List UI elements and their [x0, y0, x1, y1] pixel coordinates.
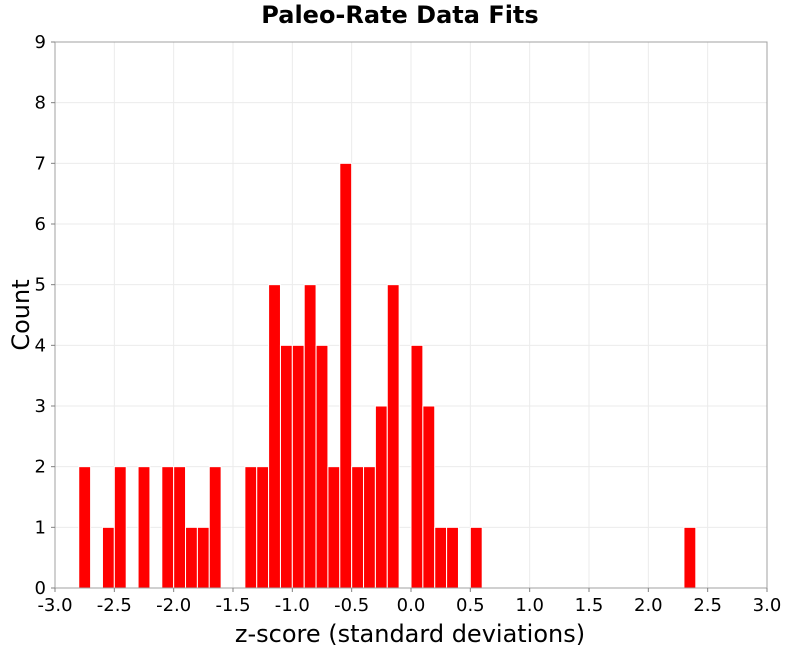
- histogram-bar: [410, 344, 424, 589]
- x-tick-label: -1.0: [275, 595, 310, 616]
- histogram-bar: [78, 466, 92, 589]
- x-tick-label: 1.0: [515, 595, 544, 616]
- x-tick-label: -2.0: [156, 595, 191, 616]
- histogram-bar: [279, 344, 293, 589]
- histogram-bar: [469, 526, 483, 589]
- x-tick-label: 3.0: [753, 595, 782, 616]
- y-tick-label: 8: [35, 93, 46, 114]
- histogram-bar: [315, 344, 329, 589]
- histogram-bar: [185, 526, 198, 589]
- tick-labels: -3.0 -2.5 -2.0 -1.5 -1.0 -0.5 0.0 0.5 1.0 1.5 2.0 2…: [35, 32, 782, 616]
- histogram-bar: [683, 526, 697, 589]
- y-tick-label: 7: [35, 153, 46, 174]
- histogram-bar: [303, 284, 317, 589]
- x-tick-label: 1.5: [575, 595, 604, 616]
- y-tick-label: 4: [35, 335, 46, 356]
- x-tick-label: -2.5: [97, 595, 132, 616]
- y-tick-label: 1: [35, 517, 46, 538]
- histogram-bar: [137, 466, 151, 589]
- y-tick-label: 0: [35, 578, 46, 599]
- bars: [78, 162, 697, 589]
- histogram-bar: [196, 526, 210, 589]
- x-tick-label: 0.0: [397, 595, 426, 616]
- y-tick-label: 3: [35, 396, 46, 417]
- y-axis-label: Count: [7, 279, 35, 350]
- x-tick-label: -1.5: [215, 595, 250, 616]
- histogram-bar: [422, 405, 436, 589]
- histogram-bar: [363, 466, 376, 589]
- histogram-bar: [291, 344, 305, 589]
- histogram-bar: [327, 466, 341, 589]
- histogram-bar: [374, 405, 388, 589]
- chart-title: Paleo-Rate Data Fits: [261, 1, 538, 29]
- histogram-bar: [434, 526, 448, 589]
- x-tick-label: -3.0: [37, 595, 72, 616]
- histogram-bar: [101, 526, 115, 589]
- histogram-bar: [339, 162, 353, 589]
- x-tick-label: 2.0: [634, 595, 663, 616]
- y-tick-label: 9: [35, 32, 46, 53]
- x-tick-label: 0.5: [456, 595, 485, 616]
- y-tick-label: 6: [35, 214, 46, 235]
- x-axis-label: z-score (standard deviations): [235, 620, 585, 648]
- histogram-bar: [386, 284, 400, 589]
- y-tick-label: 2: [35, 457, 46, 478]
- x-tick-label: -0.5: [334, 595, 369, 616]
- histogram-bar: [208, 466, 222, 589]
- x-tick-label: 2.5: [693, 595, 722, 616]
- histogram-bar: [173, 466, 187, 589]
- histogram-bar: [113, 466, 127, 589]
- histogram-bar: [244, 466, 258, 589]
- histogram-bar: [161, 466, 175, 589]
- histogram-bar: [446, 526, 459, 589]
- histogram-bar: [268, 284, 281, 589]
- y-tick-label: 5: [35, 275, 46, 296]
- histogram-bar: [351, 466, 365, 589]
- histogram-bar: [256, 466, 270, 589]
